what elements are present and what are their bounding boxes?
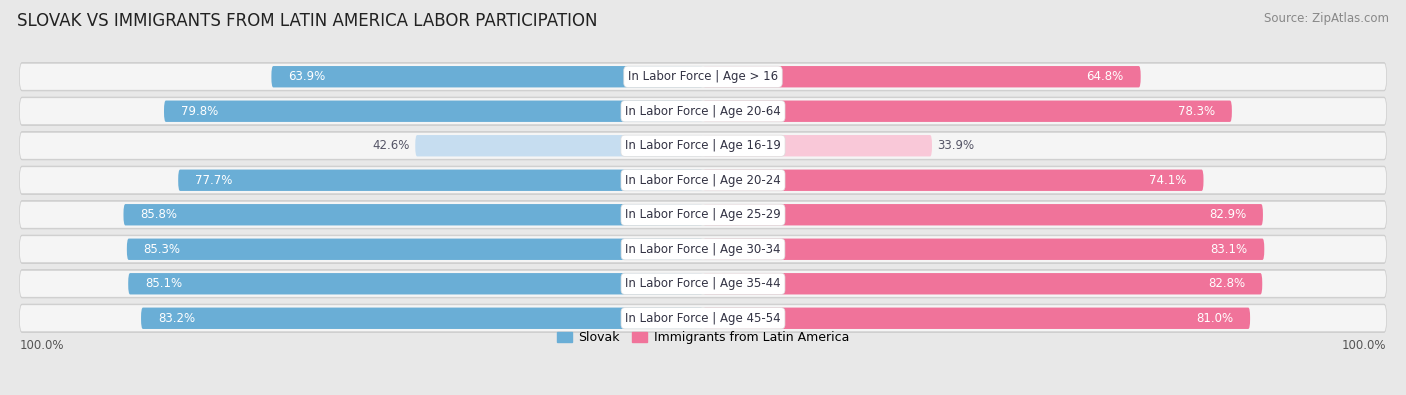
Text: 74.1%: 74.1% <box>1149 174 1187 187</box>
Text: 85.1%: 85.1% <box>145 277 183 290</box>
FancyBboxPatch shape <box>128 273 703 294</box>
FancyBboxPatch shape <box>415 135 703 156</box>
Text: In Labor Force | Age 45-54: In Labor Force | Age 45-54 <box>626 312 780 325</box>
FancyBboxPatch shape <box>20 236 1386 263</box>
Text: 82.8%: 82.8% <box>1208 277 1246 290</box>
FancyBboxPatch shape <box>20 270 1386 297</box>
Text: In Labor Force | Age 30-34: In Labor Force | Age 30-34 <box>626 243 780 256</box>
FancyBboxPatch shape <box>703 66 1140 87</box>
Text: In Labor Force | Age 20-64: In Labor Force | Age 20-64 <box>626 105 780 118</box>
Text: 78.3%: 78.3% <box>1178 105 1215 118</box>
Text: In Labor Force | Age 35-44: In Labor Force | Age 35-44 <box>626 277 780 290</box>
Text: 100.0%: 100.0% <box>1343 339 1386 352</box>
Text: SLOVAK VS IMMIGRANTS FROM LATIN AMERICA LABOR PARTICIPATION: SLOVAK VS IMMIGRANTS FROM LATIN AMERICA … <box>17 12 598 30</box>
FancyBboxPatch shape <box>20 269 1386 298</box>
Text: 42.6%: 42.6% <box>373 139 411 152</box>
Text: 85.8%: 85.8% <box>141 208 177 221</box>
FancyBboxPatch shape <box>703 135 932 156</box>
FancyBboxPatch shape <box>20 304 1386 333</box>
FancyBboxPatch shape <box>141 308 703 329</box>
Text: In Labor Force | Age 20-24: In Labor Force | Age 20-24 <box>626 174 780 187</box>
Text: In Labor Force | Age 25-29: In Labor Force | Age 25-29 <box>626 208 780 221</box>
FancyBboxPatch shape <box>703 169 1204 191</box>
FancyBboxPatch shape <box>703 101 1232 122</box>
Text: 64.8%: 64.8% <box>1087 70 1123 83</box>
Text: Source: ZipAtlas.com: Source: ZipAtlas.com <box>1264 12 1389 25</box>
Legend: Slovak, Immigrants from Latin America: Slovak, Immigrants from Latin America <box>557 331 849 344</box>
Text: 85.3%: 85.3% <box>143 243 181 256</box>
Text: 77.7%: 77.7% <box>195 174 232 187</box>
Text: 83.1%: 83.1% <box>1211 243 1247 256</box>
Text: 33.9%: 33.9% <box>938 139 974 152</box>
FancyBboxPatch shape <box>703 239 1264 260</box>
FancyBboxPatch shape <box>20 62 1386 91</box>
FancyBboxPatch shape <box>20 98 1386 125</box>
Text: 81.0%: 81.0% <box>1197 312 1233 325</box>
FancyBboxPatch shape <box>20 201 1386 228</box>
FancyBboxPatch shape <box>703 308 1250 329</box>
FancyBboxPatch shape <box>179 169 703 191</box>
FancyBboxPatch shape <box>20 132 1386 159</box>
Text: In Labor Force | Age 16-19: In Labor Force | Age 16-19 <box>626 139 780 152</box>
FancyBboxPatch shape <box>165 101 703 122</box>
Text: 83.2%: 83.2% <box>157 312 195 325</box>
Text: 79.8%: 79.8% <box>181 105 218 118</box>
FancyBboxPatch shape <box>20 131 1386 160</box>
FancyBboxPatch shape <box>20 167 1386 194</box>
FancyBboxPatch shape <box>20 305 1386 332</box>
Text: 63.9%: 63.9% <box>288 70 326 83</box>
FancyBboxPatch shape <box>20 63 1386 90</box>
FancyBboxPatch shape <box>20 166 1386 195</box>
FancyBboxPatch shape <box>20 200 1386 229</box>
FancyBboxPatch shape <box>20 97 1386 126</box>
FancyBboxPatch shape <box>703 273 1263 294</box>
Text: 82.9%: 82.9% <box>1209 208 1246 221</box>
FancyBboxPatch shape <box>703 204 1263 226</box>
Text: In Labor Force | Age > 16: In Labor Force | Age > 16 <box>628 70 778 83</box>
FancyBboxPatch shape <box>124 204 703 226</box>
FancyBboxPatch shape <box>20 235 1386 264</box>
FancyBboxPatch shape <box>127 239 703 260</box>
FancyBboxPatch shape <box>271 66 703 87</box>
Text: 100.0%: 100.0% <box>20 339 63 352</box>
